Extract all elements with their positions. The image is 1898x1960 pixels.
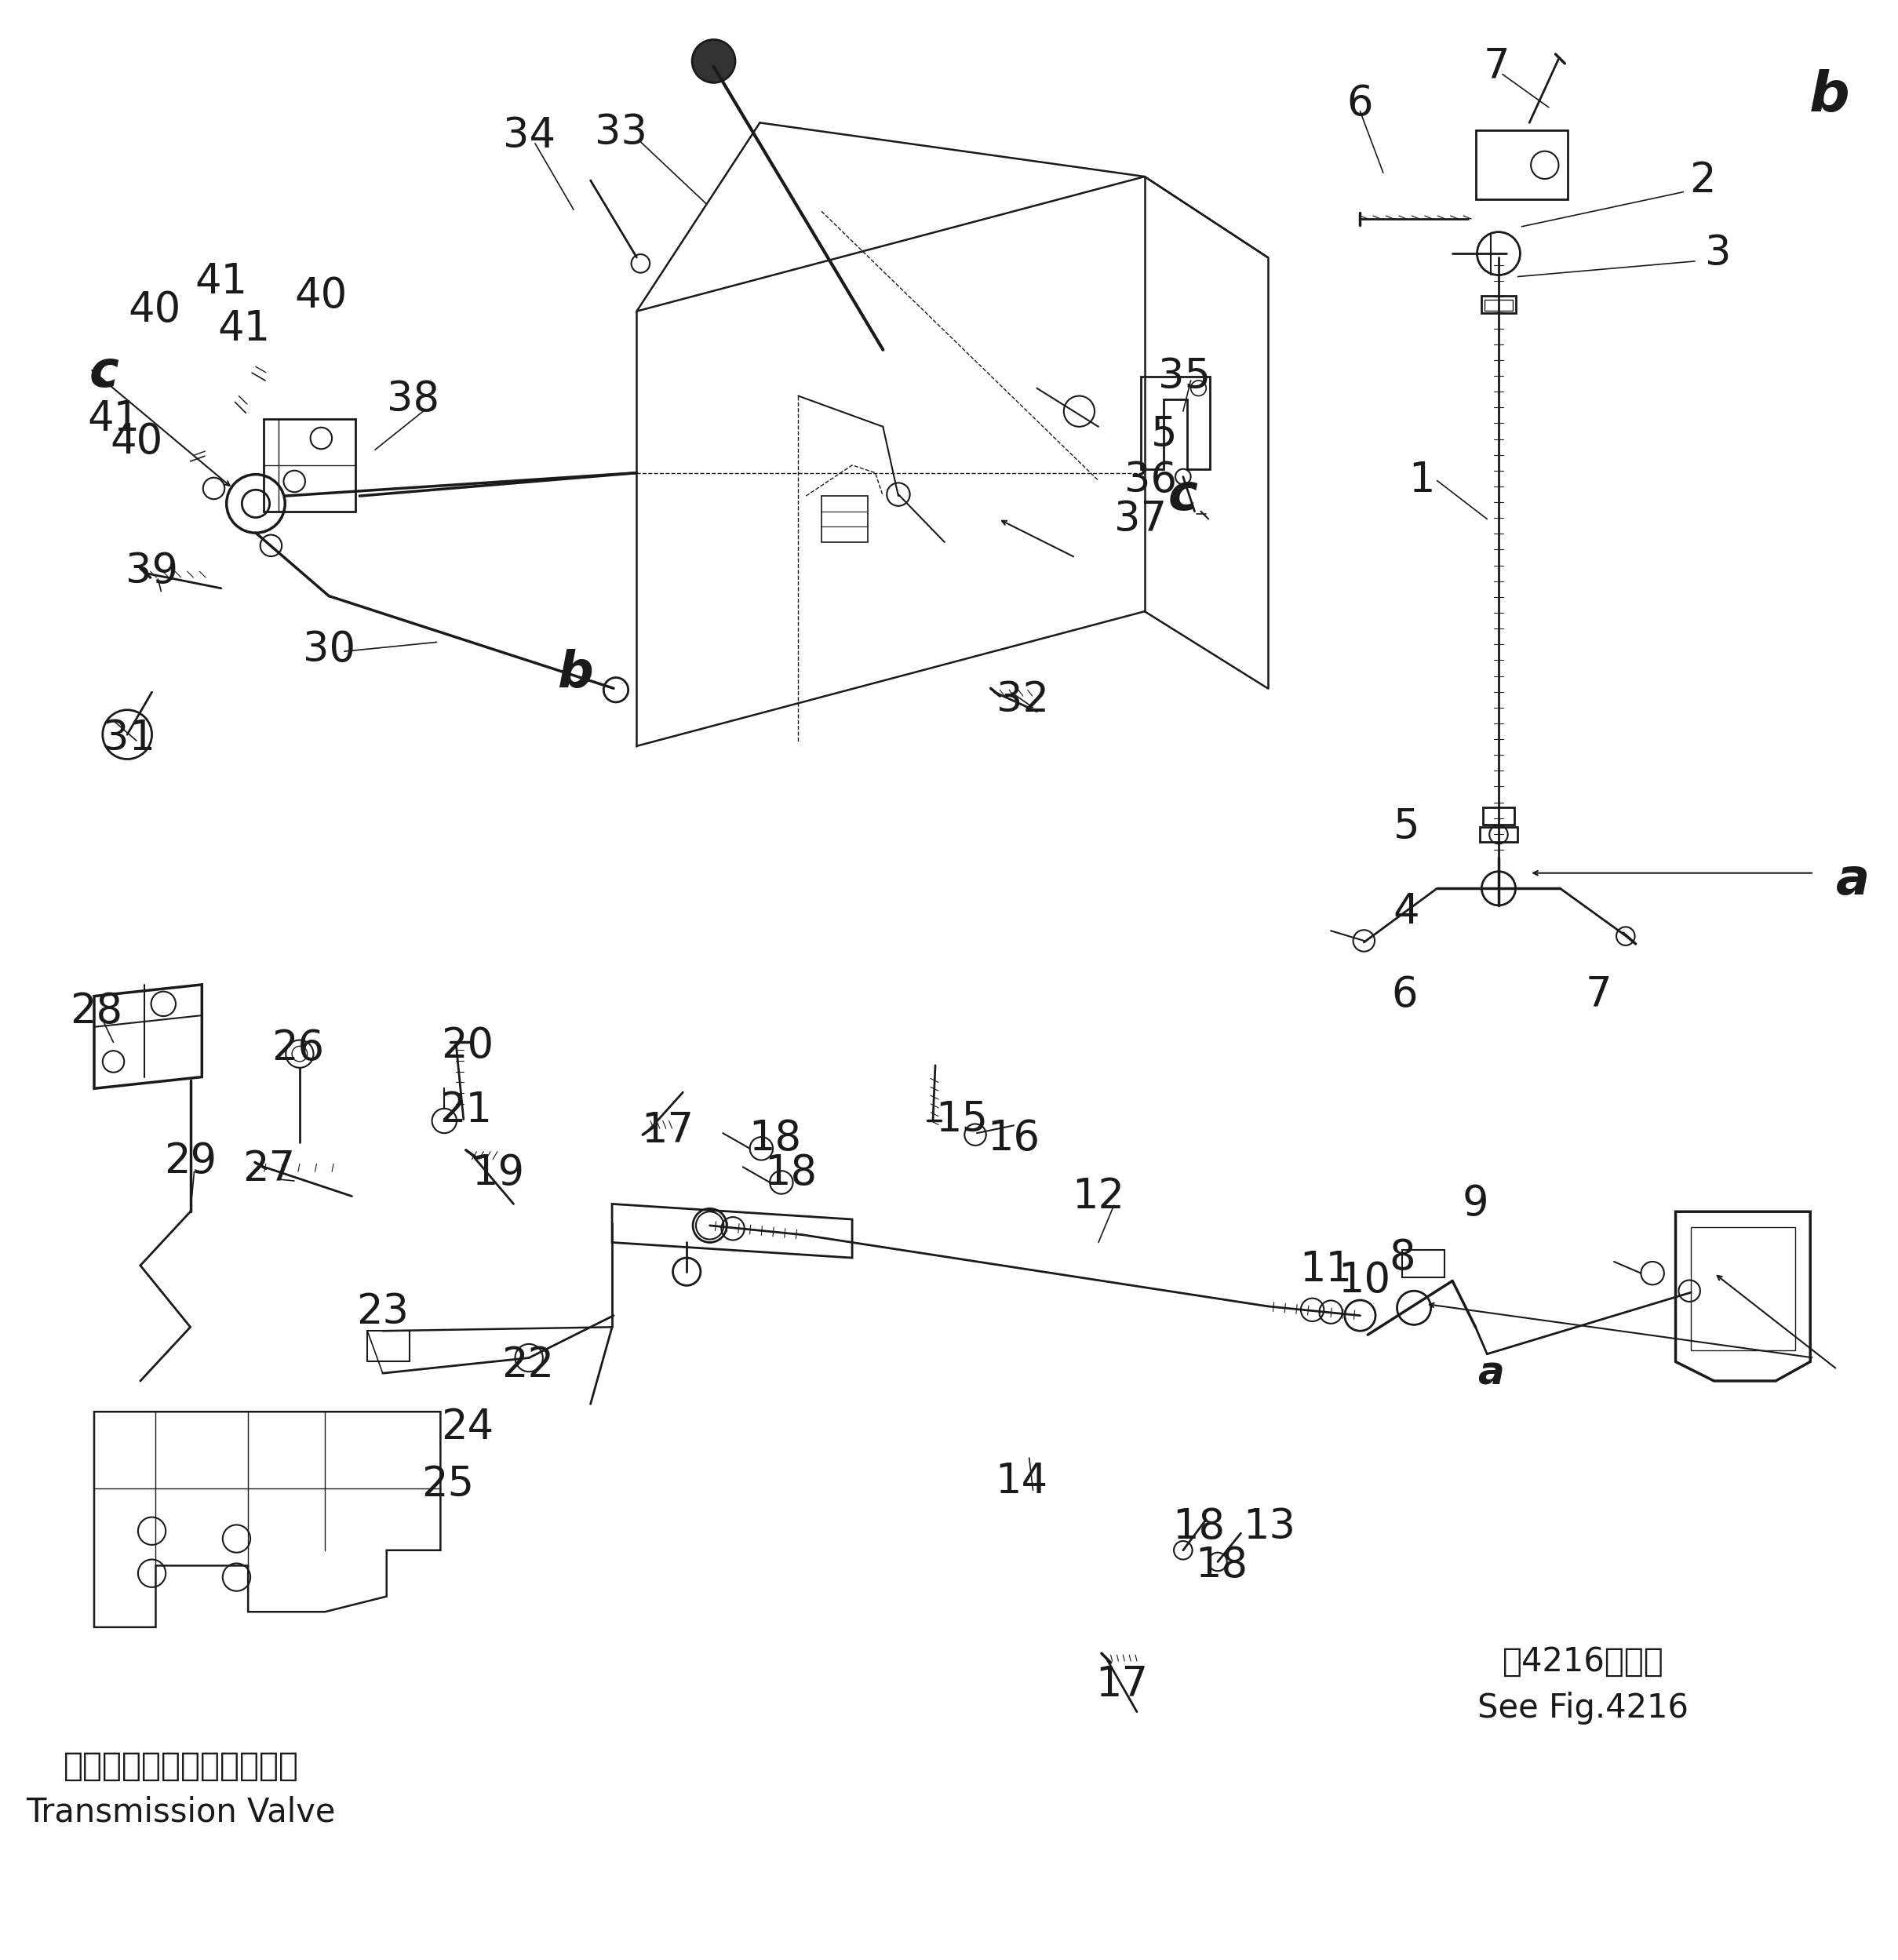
Text: See Fig.4216: See Fig.4216 <box>1479 1691 1689 1725</box>
Text: 30: 30 <box>302 629 355 670</box>
Text: Transmission Valve: Transmission Valve <box>27 1795 336 1829</box>
Text: 41: 41 <box>195 261 247 302</box>
Text: a: a <box>1479 1354 1503 1392</box>
Text: 12: 12 <box>1072 1176 1126 1217</box>
Text: 21: 21 <box>440 1090 492 1131</box>
Text: 5: 5 <box>1150 414 1177 455</box>
Text: 18: 18 <box>1173 1507 1224 1548</box>
Text: 22: 22 <box>501 1345 554 1386</box>
Text: 36: 36 <box>1124 461 1177 502</box>
Text: 笥4216図参照: 笥4216図参照 <box>1503 1644 1665 1678</box>
Text: 17: 17 <box>1095 1664 1148 1705</box>
Bar <box>1482 296 1515 314</box>
Circle shape <box>693 39 735 82</box>
Text: 11: 11 <box>1298 1249 1351 1290</box>
Text: 24: 24 <box>440 1407 493 1448</box>
Text: 27: 27 <box>243 1149 296 1190</box>
Text: 13: 13 <box>1243 1507 1296 1548</box>
Text: c: c <box>89 349 120 398</box>
Text: 6: 6 <box>1391 974 1418 1015</box>
Text: 14: 14 <box>995 1460 1048 1501</box>
Text: 7: 7 <box>1585 974 1611 1015</box>
Text: 10: 10 <box>1338 1260 1389 1301</box>
Text: 32: 32 <box>996 680 1050 719</box>
Text: 20: 20 <box>440 1025 493 1066</box>
Text: 25: 25 <box>421 1464 474 1505</box>
Text: 5: 5 <box>1393 806 1420 847</box>
Text: 38: 38 <box>387 380 440 419</box>
Bar <box>1691 1227 1796 1350</box>
Text: 28: 28 <box>70 992 123 1033</box>
Text: b: b <box>558 649 592 698</box>
Text: 37: 37 <box>1114 498 1167 539</box>
Text: b: b <box>1809 69 1851 123</box>
Text: 9: 9 <box>1461 1184 1488 1225</box>
Bar <box>1480 827 1517 843</box>
Bar <box>368 1331 410 1362</box>
Text: 1: 1 <box>1408 461 1435 502</box>
Text: c: c <box>1169 472 1198 519</box>
Text: 18: 18 <box>750 1117 801 1158</box>
Text: 40: 40 <box>294 276 347 316</box>
Text: 3: 3 <box>1704 233 1731 274</box>
Text: 8: 8 <box>1389 1237 1416 1278</box>
Text: 40: 40 <box>129 290 182 329</box>
Text: 4: 4 <box>1393 892 1420 931</box>
Text: 41: 41 <box>87 398 140 439</box>
Text: 6: 6 <box>1348 82 1374 123</box>
Text: 26: 26 <box>271 1029 325 1068</box>
Text: 18: 18 <box>765 1152 816 1194</box>
Text: 34: 34 <box>503 116 556 157</box>
Text: 31: 31 <box>102 717 156 759</box>
Text: 19: 19 <box>473 1152 524 1194</box>
Text: 7: 7 <box>1482 47 1509 86</box>
Text: 39: 39 <box>125 551 178 592</box>
Bar <box>1482 808 1515 825</box>
Text: 41: 41 <box>218 308 271 349</box>
Text: 23: 23 <box>357 1292 410 1333</box>
Text: a: a <box>1835 857 1870 906</box>
Text: 15: 15 <box>936 1100 987 1139</box>
Text: トランスミッションバルブ: トランスミッションバルブ <box>63 1748 298 1782</box>
Text: 29: 29 <box>163 1141 216 1182</box>
Text: 17: 17 <box>642 1111 695 1151</box>
Text: 40: 40 <box>110 421 163 463</box>
Bar <box>1484 300 1513 310</box>
Text: 18: 18 <box>1196 1544 1247 1586</box>
Text: 16: 16 <box>987 1117 1040 1158</box>
Text: 35: 35 <box>1158 357 1211 398</box>
Text: 2: 2 <box>1689 161 1716 200</box>
Text: 33: 33 <box>594 112 647 153</box>
